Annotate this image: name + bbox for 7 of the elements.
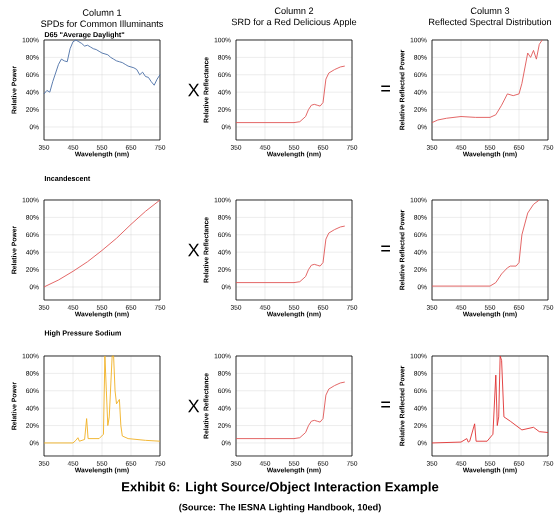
- text: =: [381, 245, 390, 252]
- text: X: [188, 243, 200, 257]
- text: =: [381, 85, 390, 92]
- line-series: [431, 39, 543, 124]
- text: X: [188, 399, 200, 413]
- text: X: [188, 83, 200, 97]
- text: =: [381, 401, 390, 408]
